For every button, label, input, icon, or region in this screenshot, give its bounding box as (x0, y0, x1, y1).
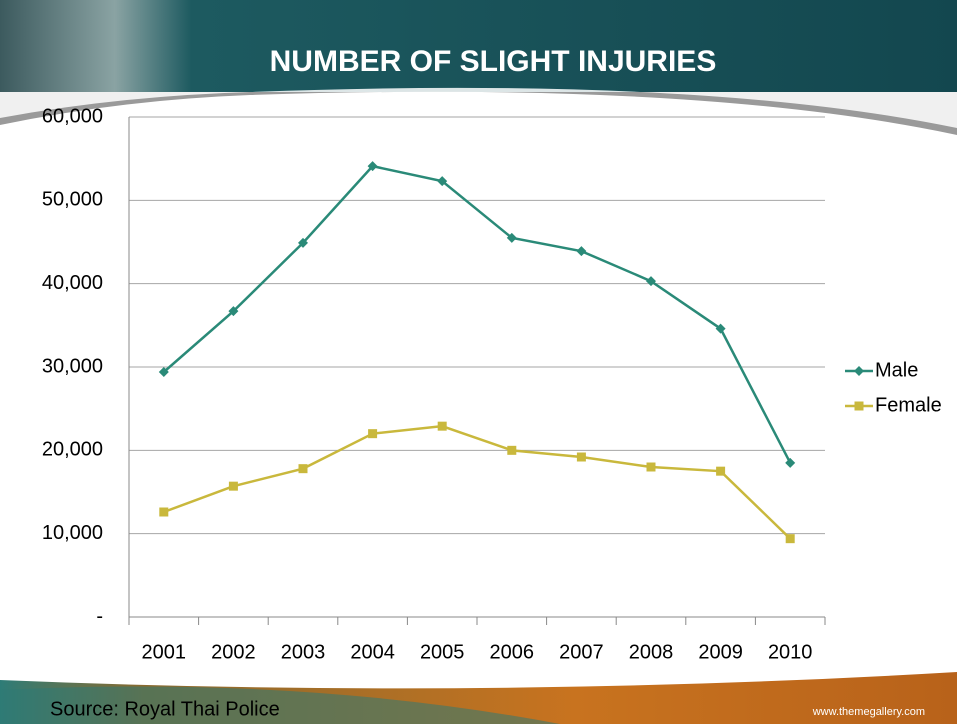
y-tick-label: 50,000 (42, 189, 103, 211)
y-tick-label: 20,000 (42, 439, 103, 461)
y-tick-label: 30,000 (42, 355, 103, 377)
series-line (164, 166, 790, 463)
point (368, 429, 377, 438)
x-tick-label: 2004 (350, 641, 395, 663)
series-line (164, 426, 790, 539)
legend-marker (855, 402, 864, 411)
plot: - 10,000 20,000 30,000 40,000 50,000 60,000 200… (42, 105, 942, 663)
legend-label: Female (875, 394, 942, 416)
point (229, 482, 238, 491)
x-tick-label: 2007 (559, 641, 604, 663)
y-tick-label: 10,000 (42, 522, 103, 544)
point (786, 534, 795, 543)
point (299, 464, 308, 473)
point (577, 453, 586, 462)
source: Source: Royal Thai Police (50, 698, 280, 720)
point (785, 458, 795, 468)
x-tick-label: 2003 (281, 641, 326, 663)
x-tick-label: 2005 (420, 641, 465, 663)
y-tick-label: 60,000 (42, 105, 103, 127)
y-tick-label: 40,000 (42, 272, 103, 294)
website: www.themegallery.com (812, 706, 925, 718)
point (507, 446, 516, 455)
legend-label: Male (875, 359, 918, 381)
point (576, 246, 586, 256)
x-tick-label: 2001 (142, 641, 187, 663)
slide: NUMBER OF SLIGHT INJURIES Source: Royal … (0, 0, 957, 724)
point (159, 508, 168, 517)
x-tick-label: 2008 (629, 641, 674, 663)
point (716, 467, 725, 476)
point (647, 463, 656, 472)
legend-marker (854, 366, 864, 376)
x-tick-label: 2006 (490, 641, 535, 663)
x-tick-label: 2002 (211, 641, 256, 663)
y-tick-label: - (96, 605, 103, 627)
x-tick-label: 2009 (698, 641, 743, 663)
title: NUMBER OF SLIGHT INJURIES (270, 45, 717, 78)
point (438, 422, 447, 431)
x-tick-label: 2010 (768, 641, 813, 663)
